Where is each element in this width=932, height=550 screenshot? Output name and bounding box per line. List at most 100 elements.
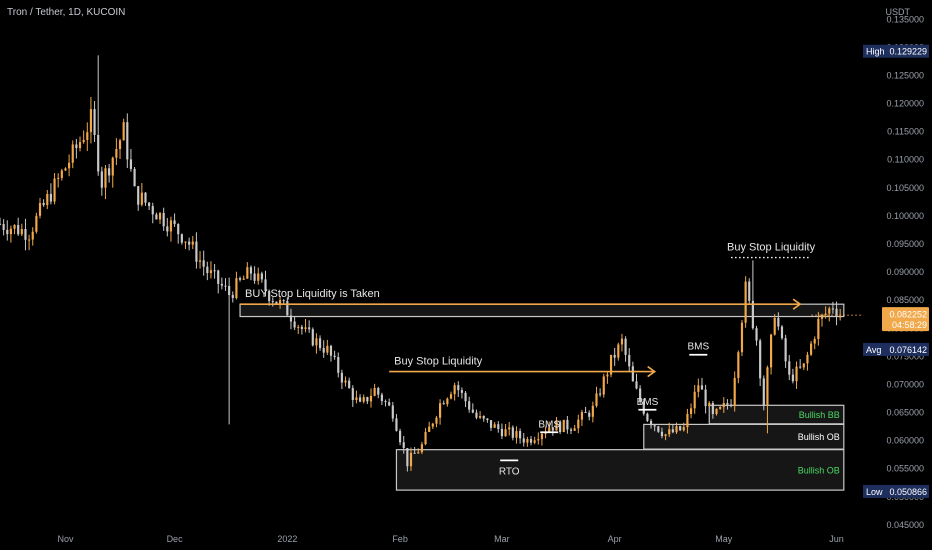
candle-body	[282, 300, 285, 302]
candle-body	[388, 402, 391, 406]
price-tick-label: 0.105000	[886, 183, 924, 193]
mark-label-0: BMS	[538, 419, 560, 430]
candle-body	[729, 404, 733, 407]
candle-body	[428, 426, 431, 432]
time-tick-label: Mar	[494, 534, 510, 544]
candle-body	[111, 157, 114, 176]
candle-body	[166, 226, 169, 232]
candle-body	[140, 192, 143, 205]
candle-body	[395, 418, 398, 431]
candle-body	[177, 224, 180, 235]
candle-body	[126, 122, 129, 160]
candle-body	[271, 301, 274, 303]
candle-body	[591, 405, 594, 417]
candle-body	[759, 340, 762, 379]
candle-body	[559, 421, 562, 433]
candle-body	[537, 439, 540, 441]
candle-body	[362, 397, 365, 402]
time-tick-label: Apr	[608, 534, 622, 544]
candle-body	[769, 334, 773, 368]
candle-body	[624, 338, 627, 355]
candle-body	[577, 419, 580, 429]
candle-body	[213, 270, 216, 272]
badge-value-2	[891, 484, 929, 498]
candle-body	[555, 421, 558, 431]
current-price-countdown: 04:58:29	[892, 320, 927, 330]
mark-label-1: BMS	[637, 397, 659, 408]
dotted-label-0: Buy Stop Liquidity	[727, 242, 816, 254]
candle-body	[631, 366, 634, 382]
candle-body	[689, 408, 693, 414]
zone-label-3: Bullish OB	[798, 465, 840, 475]
price-axis[interactable]: 0.0450000.0500000.0550000.0600000.065000…	[886, 14, 924, 530]
candle-body	[24, 229, 27, 240]
candle-body	[606, 374, 609, 377]
candle-body	[569, 429, 573, 431]
candle-body	[442, 403, 445, 405]
current-price-badge	[882, 307, 929, 332]
candle-body	[649, 420, 653, 426]
candle-body	[635, 381, 638, 389]
candle-body	[668, 429, 671, 435]
candle-body	[358, 397, 362, 402]
candle-body	[13, 225, 16, 229]
candle-body	[53, 178, 56, 202]
zone-label-2: Bullish OB	[798, 432, 840, 442]
candle-body	[453, 385, 456, 395]
candle-body	[297, 326, 300, 328]
candle-body	[417, 452, 420, 454]
price-tick-label: 0.065000	[886, 408, 924, 418]
candle-body	[0, 223, 2, 225]
candle-body	[93, 109, 96, 135]
price-tick-label: 0.075000	[886, 351, 924, 361]
candle-body	[57, 177, 60, 179]
badge-value-text-1: 0.076142	[889, 345, 927, 355]
candle-body	[144, 192, 147, 203]
candle-body	[708, 402, 711, 407]
candle-body	[206, 266, 209, 274]
candle-body	[304, 327, 307, 330]
candle-body	[9, 228, 13, 235]
candle-body	[35, 215, 38, 232]
candle-body	[122, 122, 125, 141]
candle-body	[711, 402, 714, 415]
candle-body	[737, 352, 740, 378]
candle-body	[599, 393, 602, 395]
candle-body	[508, 427, 511, 430]
price-tick-label: 0.110000	[887, 155, 924, 165]
candle-body	[784, 338, 787, 362]
price-tick-label: 0.060000	[886, 436, 924, 446]
candle-body	[78, 142, 82, 149]
candle-body	[137, 186, 140, 205]
badge-tag-text-2: Low	[866, 487, 883, 497]
candle-body	[191, 241, 194, 245]
candle-body	[278, 300, 282, 304]
candle-body	[100, 171, 103, 188]
candle-body	[402, 442, 405, 448]
candle-body	[809, 343, 813, 355]
badge-tag-2	[863, 484, 891, 498]
candle-body	[289, 315, 293, 322]
mark-label-3: RTO	[499, 466, 520, 477]
candle-body	[28, 239, 31, 241]
candle-body	[515, 431, 518, 438]
candle-body	[646, 413, 649, 421]
candle-body	[158, 212, 162, 220]
candle-body	[198, 260, 202, 262]
candle-body	[326, 345, 329, 353]
candle-body	[795, 366, 798, 382]
candle-body	[220, 283, 223, 286]
annotation-lines-layer	[240, 256, 812, 462]
candle-body	[318, 338, 322, 349]
zone-3	[395, 449, 845, 491]
candle-body	[475, 412, 478, 418]
candle-body	[457, 385, 460, 391]
candle-body	[311, 329, 314, 346]
candle-body	[60, 170, 63, 178]
candle-body	[679, 426, 682, 431]
candle-body	[17, 225, 20, 235]
time-axis[interactable]: Nov Dec 2022 Feb Mar Apr May Jun	[57, 534, 843, 544]
candle-body	[217, 270, 220, 284]
candle-body	[562, 419, 565, 433]
